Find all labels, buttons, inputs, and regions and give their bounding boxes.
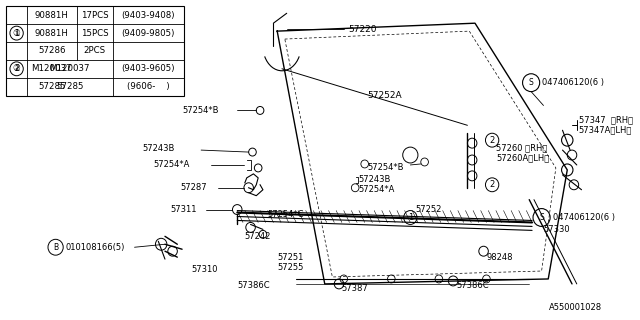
Text: (9403-9605): (9403-9605) — [122, 64, 175, 73]
Text: 57347A〈LH〉: 57347A〈LH〉 — [579, 126, 632, 135]
Text: M120037: M120037 — [50, 64, 90, 73]
Text: 90881H: 90881H — [35, 28, 68, 38]
Text: 57330: 57330 — [543, 225, 570, 234]
Text: 2PCS: 2PCS — [84, 46, 106, 55]
Text: A550001028: A550001028 — [549, 303, 602, 312]
Text: (9403-9408): (9403-9408) — [122, 11, 175, 20]
Text: 57386C: 57386C — [456, 281, 488, 290]
Text: 047406120(6 ): 047406120(6 ) — [553, 213, 615, 222]
Text: 57243B: 57243B — [358, 175, 390, 184]
Text: 57220: 57220 — [349, 25, 377, 34]
Text: 57286: 57286 — [38, 46, 65, 55]
Text: 2: 2 — [490, 136, 495, 145]
Text: 57243B: 57243B — [142, 144, 175, 153]
Text: 1: 1 — [408, 213, 413, 222]
Text: 57254*A: 57254*A — [154, 160, 190, 170]
Text: 2: 2 — [490, 180, 495, 189]
Text: 90881H: 90881H — [35, 11, 68, 20]
Text: (9409-9805): (9409-9805) — [122, 28, 175, 38]
Text: 2: 2 — [14, 64, 19, 73]
Text: 57311: 57311 — [171, 205, 197, 214]
Text: ①: ① — [13, 28, 20, 38]
Text: 57285: 57285 — [38, 82, 65, 91]
Text: 17PCS: 17PCS — [81, 11, 108, 20]
Text: 57260A〈LH〉: 57260A〈LH〉 — [496, 154, 549, 163]
Text: 57310: 57310 — [191, 265, 218, 274]
Text: ②: ② — [13, 64, 20, 73]
Text: 57242: 57242 — [244, 232, 270, 241]
Text: 57252: 57252 — [415, 205, 442, 214]
Text: S: S — [529, 78, 534, 87]
Text: 57252A: 57252A — [367, 91, 402, 100]
Text: 57254*B: 57254*B — [182, 106, 219, 115]
Text: 1: 1 — [14, 28, 19, 38]
Text: 047406120(6 ): 047406120(6 ) — [541, 78, 604, 87]
Text: M120037: M120037 — [31, 64, 72, 73]
Text: 57287: 57287 — [180, 183, 207, 192]
Text: 98248: 98248 — [486, 253, 513, 262]
Text: 57254*C: 57254*C — [268, 210, 304, 219]
Text: B: B — [53, 243, 58, 252]
Text: 57254*B: 57254*B — [367, 164, 404, 172]
Text: 57254*A: 57254*A — [358, 185, 394, 194]
Text: 57251: 57251 — [277, 253, 303, 262]
Text: (9606-    ): (9606- ) — [127, 82, 170, 91]
Bar — [6, 6, 184, 96]
Text: 57387: 57387 — [342, 284, 369, 293]
Text: S: S — [540, 213, 544, 222]
Text: 15PCS: 15PCS — [81, 28, 108, 38]
Text: 010108166(5): 010108166(5) — [65, 243, 125, 252]
Text: 57285: 57285 — [56, 82, 84, 91]
Text: 57255: 57255 — [277, 263, 303, 272]
Text: 57386C: 57386C — [237, 281, 270, 290]
Text: 57347  〈RH〉: 57347 〈RH〉 — [579, 116, 633, 125]
Text: 57260 〈RH〉: 57260 〈RH〉 — [496, 144, 547, 153]
